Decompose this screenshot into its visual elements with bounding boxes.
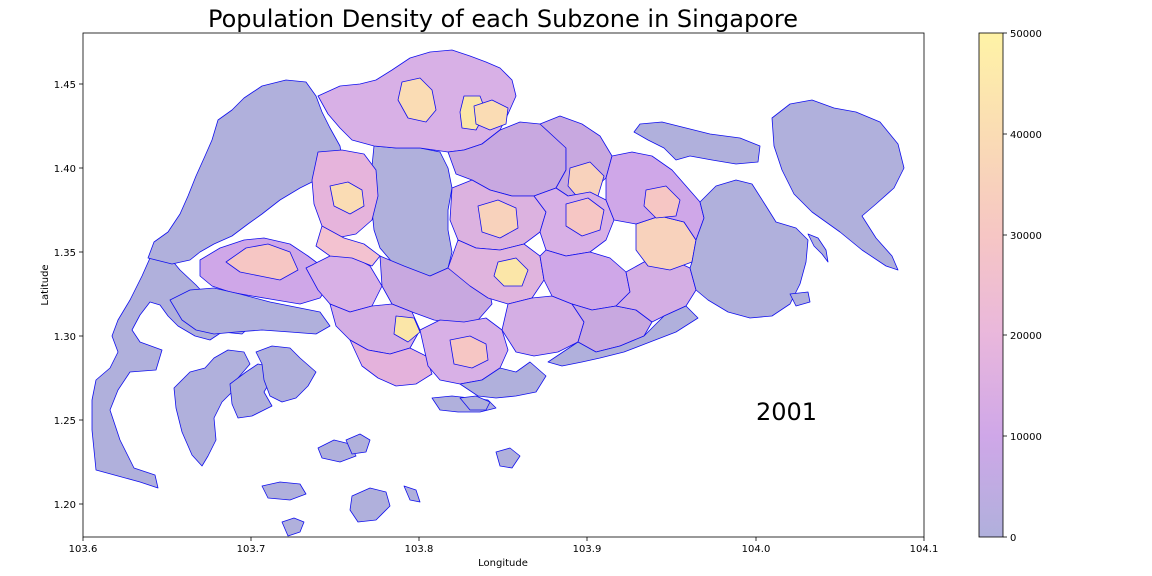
region-changi-pier (789, 291, 811, 307)
region-island-s1 (317, 439, 357, 463)
region-central-hi (449, 335, 489, 369)
region-bukit-merah (349, 339, 433, 387)
region-jurong-west-hi (225, 243, 299, 281)
x-tick-label: 103.9 (573, 544, 602, 555)
region-bukit-batok (315, 225, 381, 267)
x-tick-label: 103.6 (69, 544, 98, 555)
region-queenstown-hi (393, 315, 421, 343)
region-pulau-tekong (771, 99, 905, 271)
colorbar-tick-label: 0 (1010, 533, 1016, 544)
colorbar-tick-label: 20000 (1010, 331, 1042, 342)
x-tick-label: 104.1 (910, 544, 939, 555)
y-axis-label: Latitude (40, 264, 51, 305)
region-toa-payoh-hi (493, 257, 529, 287)
region-island-s3 (261, 481, 307, 501)
region-jurong-island (173, 349, 251, 467)
region-chua-chu-kang-hi (329, 181, 365, 215)
x-tick-labels: 103.6 103.7 103.8 103.9 104.0 104.1 (69, 544, 939, 555)
region-pasir-ris-hi (643, 185, 681, 219)
region-island-s7 (495, 447, 521, 469)
region-marina (459, 361, 547, 399)
colorbar-gradient (978, 32, 1004, 538)
x-axis-label: Longitude (478, 558, 528, 569)
year-label: 2001 (756, 398, 817, 426)
singapore-map (91, 49, 905, 537)
region-west-coast (169, 287, 331, 335)
colorbar: 0 10000 20000 30000 40000 50000 (978, 29, 1042, 544)
colorbar-tick-label: 30000 (1010, 231, 1042, 242)
region-yishun-hi (473, 99, 509, 131)
chart-title: Population Density of each Subzone in Si… (208, 5, 798, 33)
colorbar-tick-label: 50000 (1010, 29, 1042, 40)
region-island-s8 (459, 395, 491, 411)
x-tick-label: 103.8 (405, 544, 434, 555)
region-serangoon-hi (477, 199, 519, 239)
region-changi-spit (807, 233, 829, 263)
region-changi (689, 179, 809, 319)
region-island-s4 (349, 487, 391, 523)
region-island-s6 (281, 517, 305, 537)
y-tick-label: 1.20 (54, 500, 76, 511)
region-western-water-catchment (147, 79, 345, 265)
y-tick-label: 1.40 (54, 164, 76, 175)
y-tick-label: 1.35 (54, 248, 76, 259)
y-tick-labels: 1.20 1.25 1.30 1.35 1.40 1.45 (54, 80, 76, 511)
region-island-s5 (403, 485, 421, 503)
y-axis (79, 83, 83, 505)
y-tick-label: 1.45 (54, 80, 76, 91)
region-hougang-hi (565, 197, 605, 237)
y-tick-label: 1.25 (54, 416, 76, 427)
x-axis (82, 537, 925, 541)
x-tick-label: 103.7 (237, 544, 266, 555)
colorbar-tick-label: 10000 (1010, 432, 1042, 443)
region-sembawang-hi (397, 77, 437, 123)
region-east-coast (547, 305, 699, 367)
region-pulau-ubin (633, 121, 761, 165)
region-island-s2 (345, 433, 371, 455)
x-tick-label: 104.0 (742, 544, 771, 555)
y-tick-label: 1.30 (54, 332, 76, 343)
region-jurong-island-3 (255, 345, 317, 403)
colorbar-tick-label: 40000 (1010, 130, 1042, 141)
